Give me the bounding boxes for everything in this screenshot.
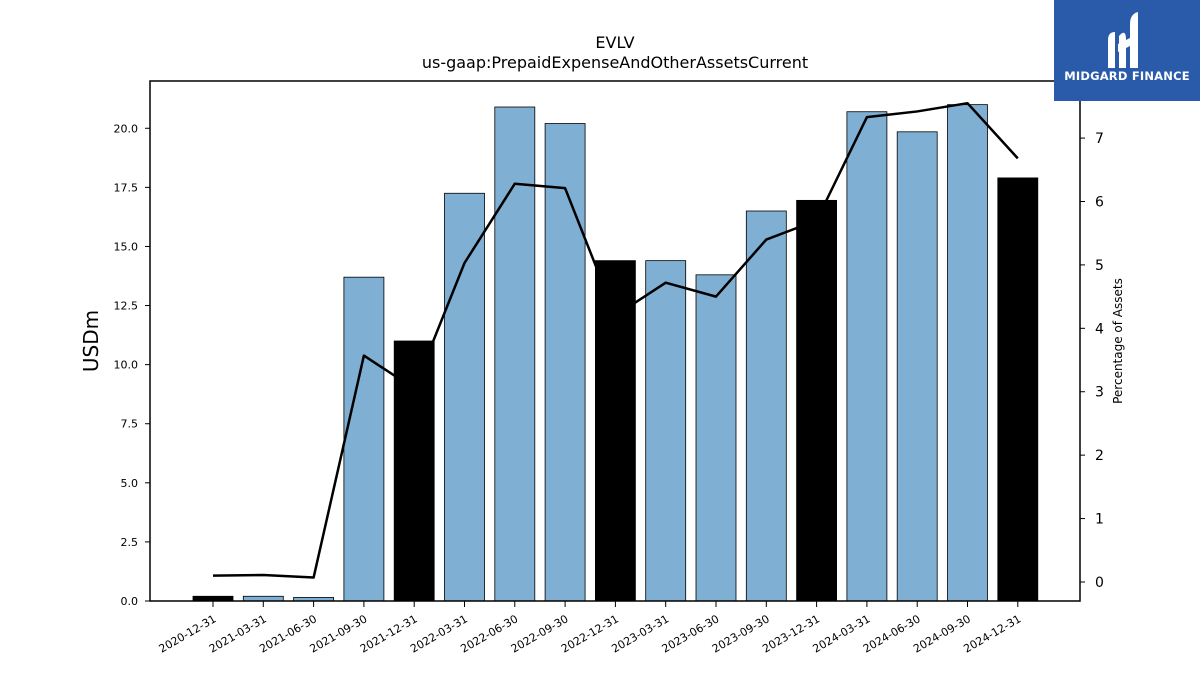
y-right-tick-label: 7 [1095, 131, 1104, 147]
y-right-tick-label: 1 [1095, 512, 1104, 528]
bar-2022-06-30 [494, 106, 536, 602]
bar-2023-03-31 [645, 260, 687, 602]
percentage-line [212, 101, 1019, 579]
right-axis: 0 1 2 3 4 5 6 7 [1080, 131, 1104, 591]
y-tick-label: 17.5 [114, 181, 139, 194]
y-tick-label: 12.5 [114, 300, 139, 313]
y-tick-label: 10.0 [114, 359, 139, 372]
chart-title: EVLV [595, 33, 634, 52]
bar-2021-12-31 [393, 340, 435, 602]
bar-2024-12-31 [997, 177, 1039, 602]
y-right-tick-label: 4 [1095, 321, 1104, 337]
y-tick-label: 15.0 [114, 240, 139, 253]
bars-group [192, 104, 1039, 602]
bar-2021-09-30 [343, 276, 385, 602]
line-group [212, 101, 1019, 579]
y-right-tick-label: 5 [1095, 258, 1104, 274]
y-axis-right-label: Percentage of Assets [1111, 278, 1125, 404]
bar-2023-09-30 [745, 210, 787, 602]
midgard-finance-logo: MIDGARD FINANCE [1054, 0, 1200, 101]
bar-2022-12-31 [595, 260, 636, 602]
bar-2024-09-30 [947, 104, 988, 602]
y-axis-label: USDm [79, 310, 103, 372]
x-axis: 2020-12-312021-03-312021-06-302021-09-30… [157, 601, 1023, 656]
bar-2024-06-30 [896, 131, 938, 602]
logo-mark-icon [1108, 12, 1138, 68]
y-tick-label: 2.5 [121, 536, 139, 549]
left-axis: 0.0 2.5 5.0 7.5 10.0 12.5 15.0 17.5 20.0 [114, 122, 150, 608]
x-tick-label: 2024-12-31 [961, 612, 1023, 655]
bar-2023-06-30 [695, 274, 737, 602]
y-tick-label: 0.0 [121, 595, 139, 608]
y-tick-label: 7.5 [121, 418, 139, 431]
bar-2023-12-31 [796, 199, 837, 602]
chart-subtitle: us-gaap:PrepaidExpenseAndOtherAssetsCurr… [422, 53, 808, 72]
y-right-tick-label: 3 [1095, 385, 1104, 401]
bar-2022-03-31 [444, 192, 485, 602]
y-right-tick-label: 2 [1095, 448, 1104, 464]
bar-2024-03-31 [846, 111, 888, 602]
y-tick-label: 5.0 [121, 477, 139, 490]
y-right-tick-label: 6 [1095, 194, 1104, 210]
y-right-tick-label: 0 [1095, 575, 1104, 591]
logo-text: MIDGARD FINANCE [1064, 69, 1190, 83]
bar-2022-09-30 [544, 123, 586, 602]
y-tick-label: 20.0 [114, 122, 139, 135]
